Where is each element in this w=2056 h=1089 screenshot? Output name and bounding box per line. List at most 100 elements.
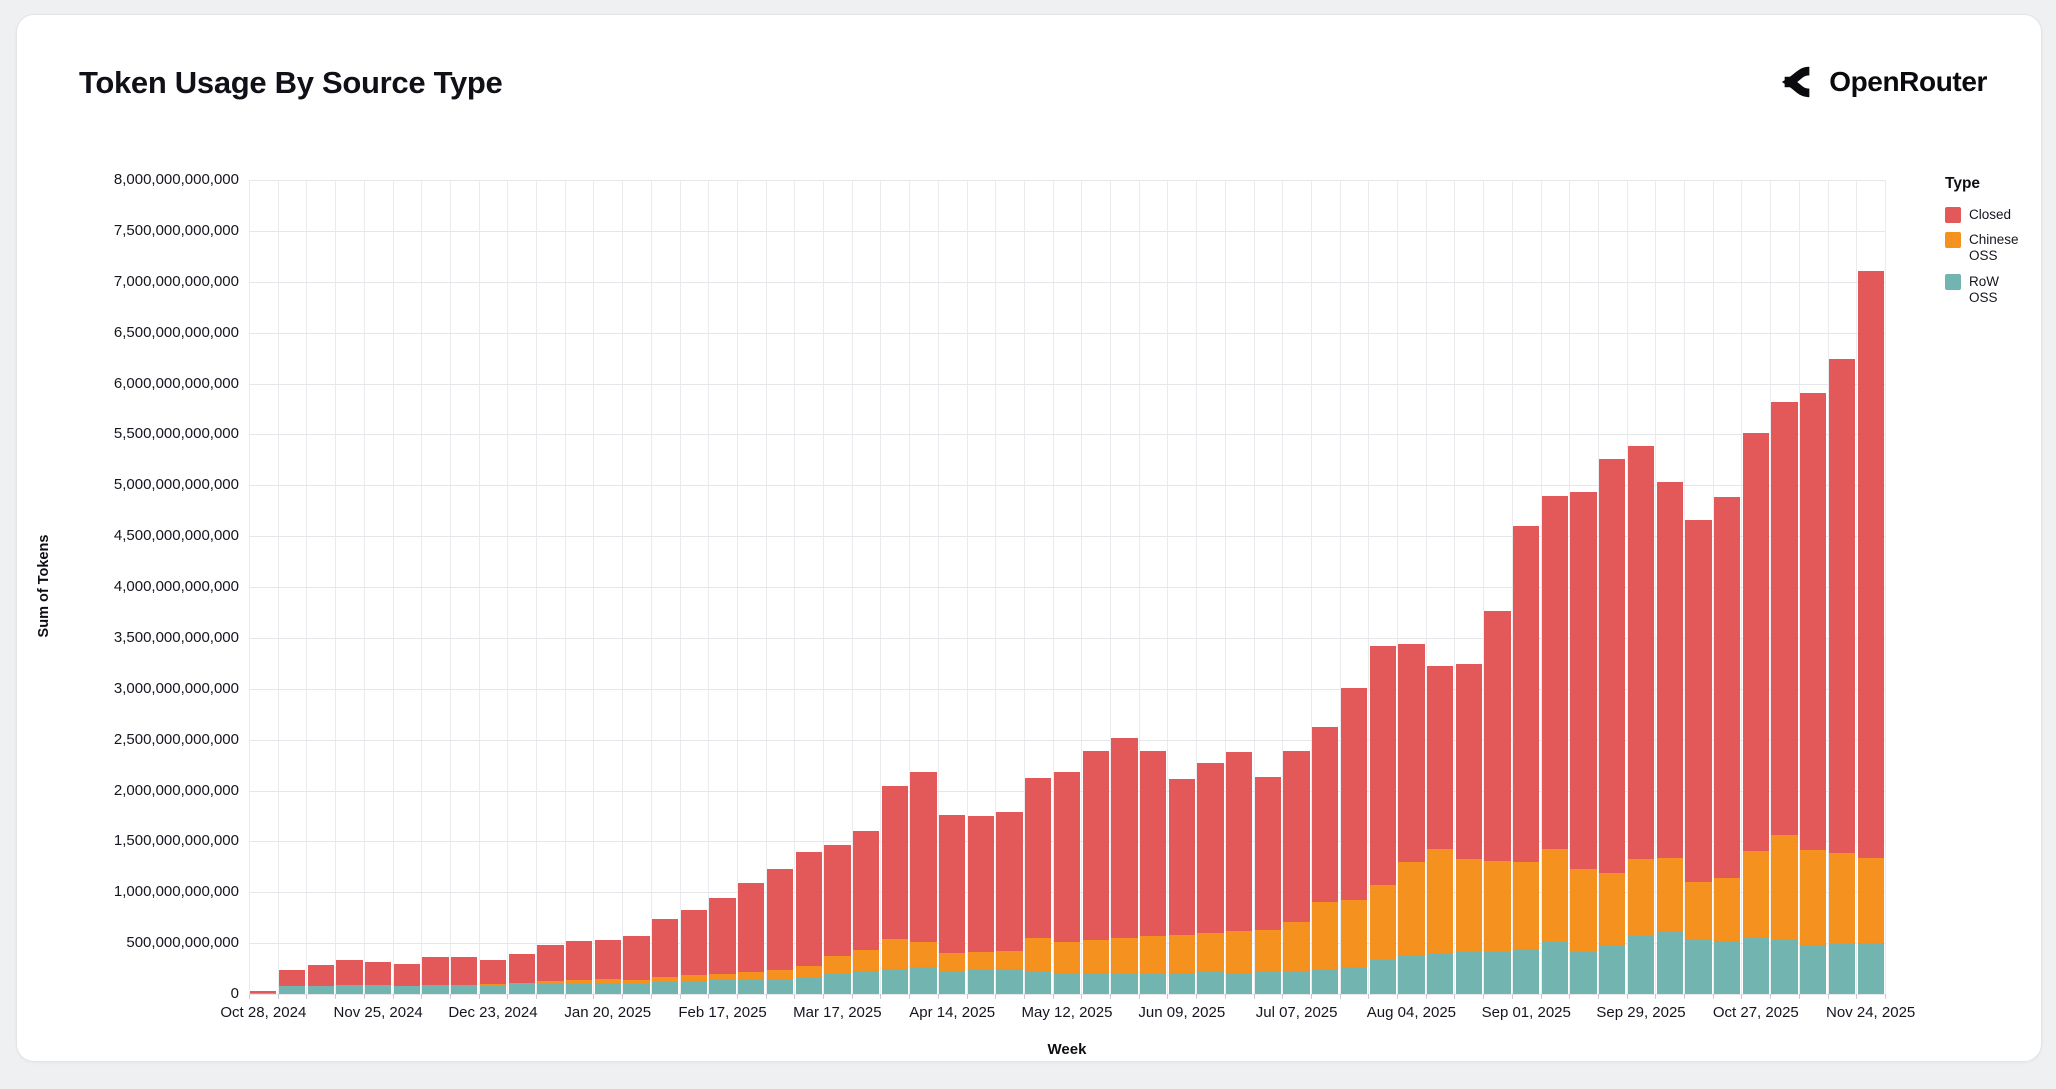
bar-segment-chinese_oss[interactable] (1829, 853, 1855, 944)
bar-segment-row_oss[interactable] (996, 969, 1022, 994)
bar-feb-17-2025[interactable] (709, 898, 735, 994)
bar-aug-11-2025[interactable] (1427, 666, 1453, 994)
bar-segment-row_oss[interactable] (1140, 974, 1166, 994)
bar-segment-closed[interactable] (1800, 393, 1826, 850)
bar-segment-chinese_oss[interactable] (1169, 935, 1195, 973)
bar-segment-closed[interactable] (451, 957, 477, 984)
bar-segment-chinese_oss[interactable] (1858, 858, 1884, 942)
bar-segment-row_oss[interactable] (1054, 973, 1080, 994)
bar-apr-28-2025[interactable] (996, 812, 1022, 994)
bar-segment-row_oss[interactable] (1025, 972, 1051, 994)
bar-segment-closed[interactable] (882, 786, 908, 939)
bar-segment-row_oss[interactable] (1111, 974, 1137, 994)
bar-oct-28-2024[interactable] (250, 991, 276, 994)
bar-segment-closed[interactable] (1743, 433, 1769, 851)
bar-segment-closed[interactable] (394, 964, 420, 985)
bar-segment-chinese_oss[interactable] (1657, 858, 1683, 930)
bar-segment-row_oss[interactable] (1771, 940, 1797, 994)
bar-segment-chinese_oss[interactable] (1341, 900, 1367, 967)
bar-feb-24-2025[interactable] (738, 883, 764, 994)
bar-segment-row_oss[interactable] (1255, 972, 1281, 994)
bar-segment-closed[interactable] (824, 845, 850, 956)
bar-segment-closed[interactable] (308, 965, 334, 986)
bar-dec-30-2024[interactable] (509, 954, 535, 994)
bar-segment-closed[interactable] (595, 940, 621, 979)
bar-segment-chinese_oss[interactable] (1714, 878, 1740, 940)
bar-dec-02-2024[interactable] (394, 964, 420, 994)
bar-segment-closed[interactable] (1312, 727, 1338, 902)
bar-mar-10-2025[interactable] (796, 852, 822, 994)
bar-segment-row_oss[interactable] (1083, 973, 1109, 994)
bar-may-12-2025[interactable] (1054, 772, 1080, 994)
legend-item-chinese_oss[interactable]: Chinese OSS (1945, 232, 2055, 264)
bar-segment-row_oss[interactable] (1370, 960, 1396, 994)
bar-segment-closed[interactable] (566, 941, 592, 980)
bar-segment-closed[interactable] (681, 910, 707, 975)
bar-jun-16-2025[interactable] (1197, 763, 1223, 994)
bar-jan-27-2025[interactable] (623, 936, 649, 994)
bar-segment-closed[interactable] (738, 883, 764, 972)
bar-oct-13-2025[interactable] (1685, 520, 1711, 994)
bar-segment-chinese_oss[interactable] (910, 942, 936, 967)
bar-segment-row_oss[interactable] (1858, 943, 1884, 994)
bar-segment-closed[interactable] (1341, 688, 1367, 900)
bar-segment-chinese_oss[interactable] (1628, 859, 1654, 936)
bar-may-26-2025[interactable] (1111, 738, 1137, 994)
bar-segment-row_oss[interactable] (681, 981, 707, 994)
bar-apr-07-2025[interactable] (910, 772, 936, 994)
bar-aug-25-2025[interactable] (1484, 611, 1510, 994)
bar-segment-row_oss[interactable] (1456, 952, 1482, 994)
bar-segment-closed[interactable] (1398, 644, 1424, 863)
bar-segment-chinese_oss[interactable] (1312, 902, 1338, 970)
bar-segment-closed[interactable] (1427, 666, 1453, 849)
bar-segment-row_oss[interactable] (652, 982, 678, 994)
bar-segment-chinese_oss[interactable] (1025, 938, 1051, 973)
bar-nov-17-2025[interactable] (1829, 359, 1855, 994)
bar-jun-30-2025[interactable] (1255, 777, 1281, 994)
bar-mar-17-2025[interactable] (824, 845, 850, 994)
bar-segment-chinese_oss[interactable] (767, 970, 793, 979)
bar-segment-closed[interactable] (537, 945, 563, 981)
bar-segment-row_oss[interactable] (767, 979, 793, 994)
bar-nov-18-2024[interactable] (336, 960, 362, 994)
bar-aug-18-2025[interactable] (1456, 664, 1482, 994)
bar-segment-row_oss[interactable] (968, 970, 994, 994)
bar-segment-row_oss[interactable] (1570, 952, 1596, 994)
bar-mar-31-2025[interactable] (882, 786, 908, 994)
bar-feb-10-2025[interactable] (681, 910, 707, 994)
bar-segment-closed[interactable] (1169, 779, 1195, 935)
bar-segment-row_oss[interactable] (509, 984, 535, 994)
bar-jan-20-2025[interactable] (595, 940, 621, 994)
bar-jul-21-2025[interactable] (1341, 688, 1367, 994)
bar-segment-closed[interactable] (939, 815, 965, 953)
bar-segment-row_oss[interactable] (824, 974, 850, 994)
bar-apr-14-2025[interactable] (939, 815, 965, 994)
bar-jul-14-2025[interactable] (1312, 727, 1338, 994)
bar-segment-closed[interactable] (1542, 496, 1568, 848)
bar-segment-closed[interactable] (1484, 611, 1510, 860)
bar-dec-16-2024[interactable] (451, 957, 477, 994)
bar-segment-row_oss[interactable] (1484, 952, 1510, 994)
bar-segment-closed[interactable] (1771, 402, 1797, 834)
bar-jun-23-2025[interactable] (1226, 752, 1252, 994)
bar-segment-closed[interactable] (422, 957, 448, 984)
bar-segment-chinese_oss[interactable] (1398, 862, 1424, 955)
bar-sep-08-2025[interactable] (1542, 496, 1568, 994)
bar-oct-27-2025[interactable] (1743, 433, 1769, 994)
bar-jun-09-2025[interactable] (1169, 779, 1195, 994)
bar-segment-chinese_oss[interactable] (968, 952, 994, 970)
bar-segment-row_oss[interactable] (1197, 972, 1223, 994)
bar-segment-row_oss[interactable] (250, 993, 276, 994)
bar-segment-row_oss[interactable] (796, 978, 822, 994)
bar-sep-01-2025[interactable] (1513, 526, 1539, 994)
bar-nov-03-2025[interactable] (1771, 402, 1797, 994)
bar-segment-row_oss[interactable] (1714, 941, 1740, 994)
bar-segment-chinese_oss[interactable] (738, 972, 764, 979)
bar-mar-03-2025[interactable] (767, 869, 793, 994)
bar-segment-row_oss[interactable] (738, 979, 764, 994)
bar-sep-22-2025[interactable] (1599, 459, 1625, 994)
bar-segment-closed[interactable] (1025, 778, 1051, 937)
bar-segment-closed[interactable] (853, 831, 879, 951)
bar-segment-row_oss[interactable] (709, 980, 735, 994)
bar-segment-row_oss[interactable] (1312, 970, 1338, 994)
